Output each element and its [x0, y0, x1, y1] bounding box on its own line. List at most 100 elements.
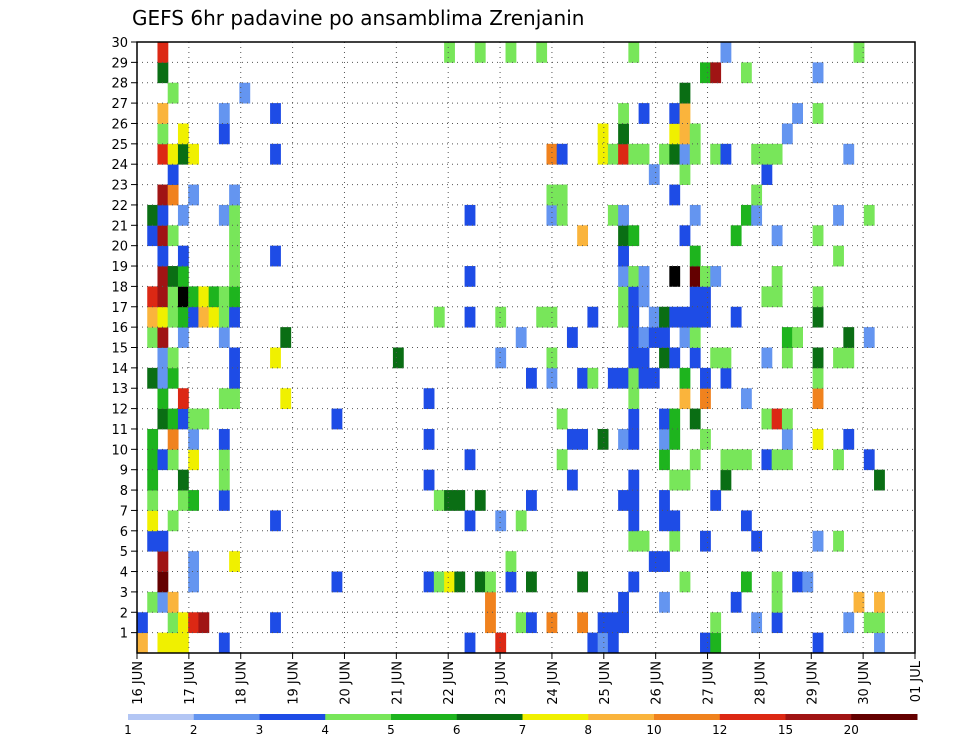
heatmap-cell — [669, 510, 681, 532]
y-tick-label: 27 — [111, 97, 128, 112]
heatmap-cell — [485, 591, 496, 613]
y-tick-label: 1 — [120, 627, 128, 642]
heatmap-cell — [761, 286, 773, 308]
heatmap-cell — [464, 510, 476, 532]
y-tick-label: 6 — [120, 525, 128, 540]
heatmap-cell — [218, 327, 230, 348]
heatmap-cell — [638, 327, 650, 348]
heatmap-cell — [761, 449, 773, 471]
heatmap-cell — [679, 143, 691, 165]
heatmap-cell — [618, 367, 629, 389]
heatmap-cell — [771, 612, 783, 634]
heatmap-cell — [638, 347, 650, 369]
heatmap-cell — [710, 632, 722, 654]
heatmap-cell — [218, 469, 230, 491]
heatmap-cell — [229, 551, 240, 572]
heatmap-cell — [423, 388, 435, 409]
x-tick-label: 29 JUN — [805, 661, 820, 705]
heatmap-cell — [147, 306, 159, 328]
y-tick-label: 18 — [111, 280, 128, 295]
heatmap-cell — [679, 327, 691, 348]
heatmap-cell — [669, 530, 681, 552]
colorbar-label: 7 — [519, 723, 527, 737]
heatmap-cell — [710, 62, 722, 84]
heatmap-cell — [669, 428, 681, 450]
heatmap-cell — [781, 123, 793, 145]
heatmap-cell — [628, 306, 640, 328]
y-tick-label: 7 — [120, 504, 128, 519]
heatmap-cell — [700, 632, 711, 654]
heatmap-cell — [270, 245, 281, 267]
heatmap-cell — [556, 449, 568, 471]
heatmap-cell — [188, 286, 200, 308]
heatmap-cell — [659, 551, 670, 572]
heatmap-cell — [188, 306, 200, 328]
heatmap-cell — [689, 347, 701, 369]
heatmap-cell — [157, 184, 169, 206]
heatmap-cell — [270, 143, 281, 165]
colorbar-segment — [391, 714, 458, 720]
x-tick-label: 24 JUN — [546, 661, 561, 705]
heatmap-cell — [710, 347, 722, 369]
heatmap-cell — [730, 306, 742, 328]
y-tick-label: 12 — [111, 403, 128, 418]
heatmap-cell — [700, 428, 711, 450]
y-tick-label: 10 — [111, 443, 128, 458]
colorbar-label: 6 — [453, 723, 461, 737]
heatmap-cell — [167, 510, 179, 532]
heatmap-cell — [392, 347, 404, 369]
heatmap-cell — [659, 327, 670, 348]
heatmap-cell — [659, 428, 670, 450]
heatmap-cell — [720, 143, 732, 165]
heatmap-cell — [669, 266, 681, 287]
heatmap-cell — [566, 469, 578, 491]
heatmap-cell — [689, 123, 701, 145]
heatmap-cell — [280, 388, 292, 409]
heatmap-cell — [669, 143, 681, 165]
heatmap-cell — [689, 204, 701, 226]
heatmap-cell — [874, 612, 885, 634]
heatmap-cell — [669, 184, 681, 206]
heatmap-cell — [812, 62, 824, 84]
heatmap-cell — [177, 490, 189, 511]
heatmap-cell — [843, 347, 855, 369]
heatmap-cell — [843, 143, 855, 165]
heatmap-cell — [628, 225, 640, 247]
heatmap-cell — [659, 449, 670, 471]
heatmap-cell — [157, 347, 169, 369]
heatmap-cell — [863, 449, 875, 471]
colorbar-segment — [456, 714, 523, 720]
heatmap-cell — [587, 367, 599, 389]
colorbar-segment — [193, 714, 260, 720]
heatmap-cell — [515, 327, 527, 348]
x-tick-label: 28 JUN — [753, 661, 768, 705]
heatmap-cell — [628, 327, 640, 348]
heatmap-cell — [863, 204, 875, 226]
heatmap-cell — [157, 632, 169, 654]
heatmap-cell — [659, 347, 670, 369]
heatmap-cell — [167, 143, 179, 165]
heatmap-cell — [157, 408, 169, 430]
heatmap-cell — [188, 490, 200, 511]
heatmap-cell — [771, 571, 783, 593]
heatmap-cell — [679, 164, 691, 185]
heatmap-cell — [556, 143, 568, 165]
heatmap-cell — [495, 510, 507, 532]
heatmap-cell — [669, 347, 681, 369]
heatmap-cell — [689, 286, 701, 308]
heatmap-cell — [618, 143, 629, 165]
heatmap-cell — [556, 408, 568, 430]
heatmap-cell — [464, 204, 476, 226]
heatmap-cell — [740, 449, 752, 471]
heatmap-cell — [536, 42, 548, 63]
heatmap-cell — [526, 490, 537, 511]
heatmap-cell — [147, 286, 159, 308]
heatmap-cell — [577, 612, 589, 634]
y-tick-label: 5 — [120, 545, 128, 560]
heatmap-cell — [423, 428, 435, 450]
colorbar-label: 20 — [844, 723, 859, 737]
y-tick-label: 24 — [111, 158, 128, 173]
heatmap-cell — [843, 428, 855, 450]
y-tick-label: 30 — [111, 36, 128, 51]
heatmap-cell — [167, 286, 179, 308]
